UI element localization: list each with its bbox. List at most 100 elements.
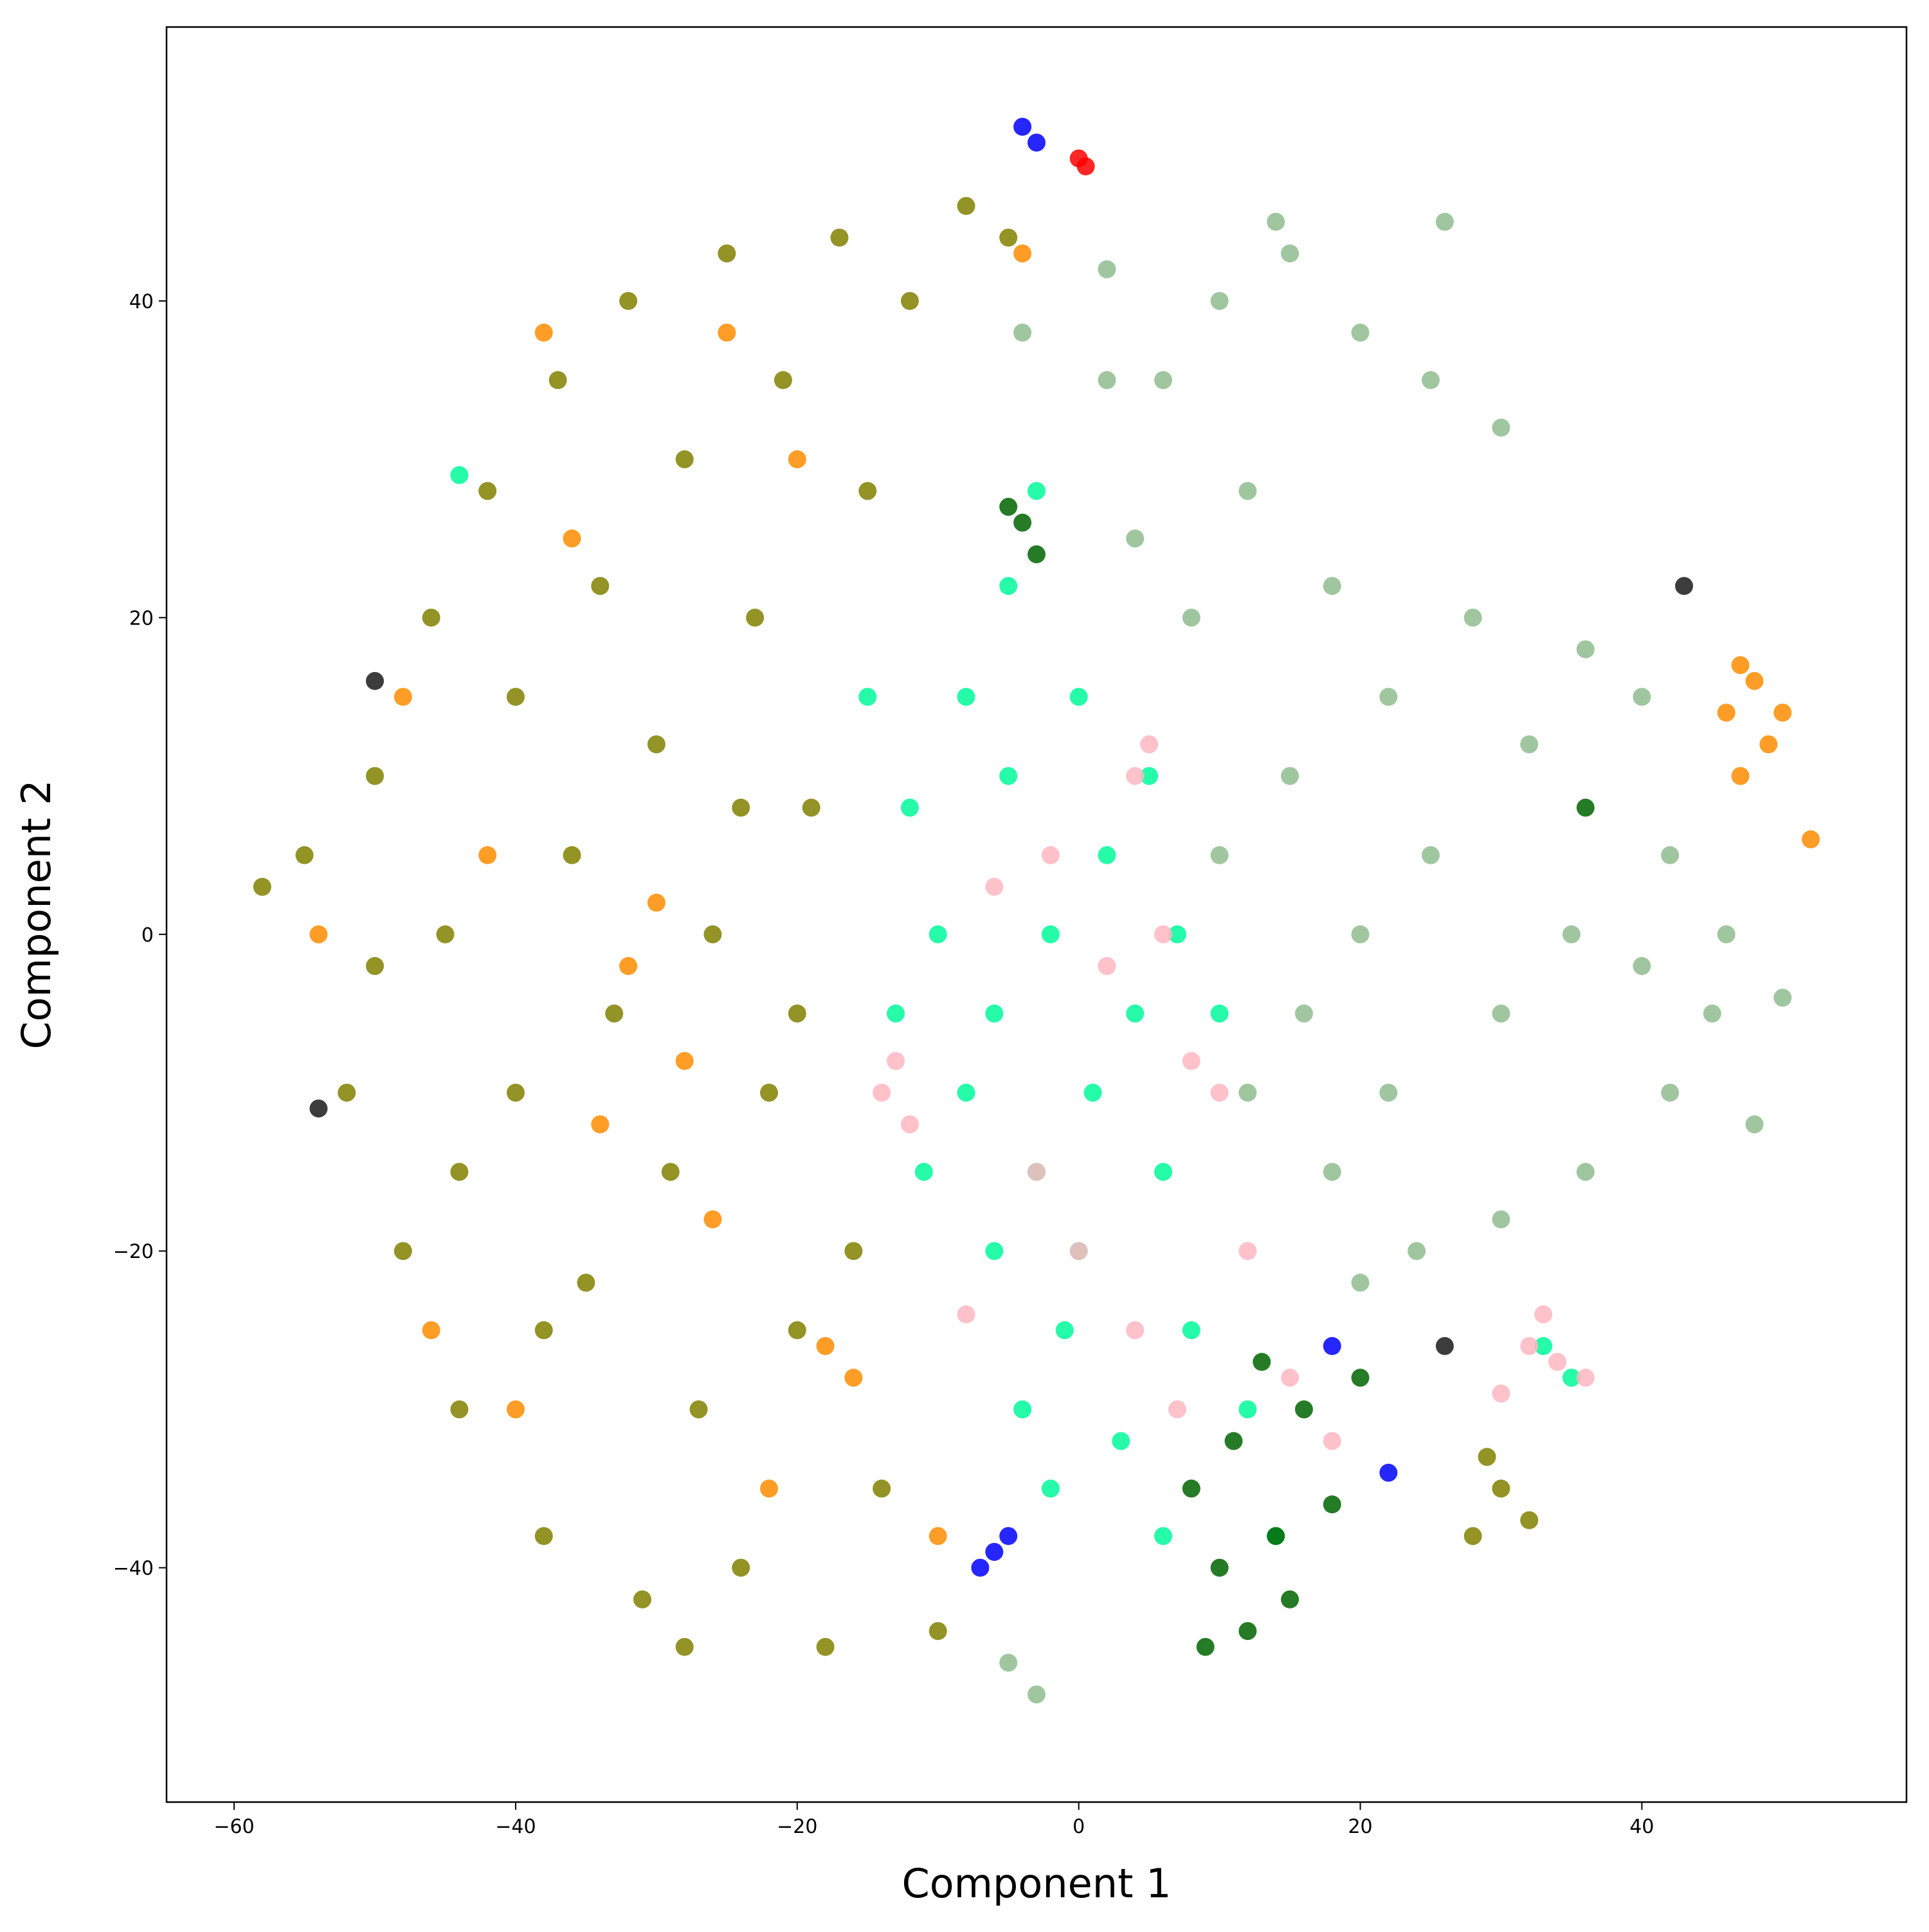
point [1267,1527,1285,1545]
point [675,1052,694,1070]
point [1182,1052,1200,1070]
point [887,1052,905,1070]
point [1576,798,1595,817]
point [577,1273,595,1292]
point [858,688,877,706]
point [1013,324,1032,342]
point [1661,846,1680,864]
point [534,1321,553,1340]
point [1379,688,1398,706]
y-tick-label: −40 [113,1558,154,1580]
point [732,798,750,817]
point [1351,925,1370,943]
point [436,925,455,943]
point [999,577,1018,596]
point [1224,1432,1243,1450]
point [309,925,328,943]
point [1422,846,1440,864]
points [253,118,1820,1704]
point [999,767,1018,785]
point [1196,1637,1215,1656]
point [1028,482,1046,500]
point [985,877,1004,896]
point [1534,1336,1553,1355]
point [1028,133,1046,152]
point [1028,1163,1046,1181]
point [1675,577,1694,596]
point [647,893,666,912]
point [1028,545,1046,563]
point [366,767,385,785]
point [309,1099,328,1118]
point [1238,1083,1257,1102]
point [873,1083,891,1102]
point [1076,157,1095,176]
point [1098,846,1116,864]
point [900,798,919,817]
point [295,846,314,864]
point [563,846,581,864]
point [957,688,975,706]
point [1253,1353,1271,1371]
point [1379,1463,1398,1482]
point [844,1242,863,1261]
y-tick-label: −20 [113,1241,154,1263]
point [1351,1273,1370,1292]
point [971,1558,990,1577]
point [746,608,765,627]
point [1154,1527,1173,1545]
point [1069,1242,1088,1261]
point [999,1654,1018,1672]
point [1028,1685,1046,1704]
point [1323,1336,1341,1355]
point [1731,656,1750,675]
x-tick-label: 20 [1348,1816,1372,1838]
point [985,1242,1004,1261]
point [366,671,385,690]
point [1168,1400,1186,1419]
point [858,482,877,500]
point [1098,260,1116,278]
point [619,291,638,310]
point [591,577,610,596]
x-tick-label: 0 [1073,1816,1085,1838]
point [1238,482,1257,500]
point [1182,1479,1200,1498]
point [1492,1004,1510,1023]
point [534,324,553,342]
point [816,1637,835,1656]
point [1041,1479,1060,1498]
point [900,291,919,310]
point [1773,989,1792,1007]
point [1323,1432,1341,1450]
point [1548,1353,1567,1371]
x-tick-label: −60 [213,1816,254,1838]
point [1154,371,1173,390]
point [1717,704,1735,722]
point [394,1242,412,1261]
point [830,228,849,247]
point [928,925,947,943]
point [1013,244,1032,263]
x-axis-label: Component 1 [901,1860,1171,1907]
point [1182,608,1200,627]
point [1210,846,1229,864]
point [1098,371,1116,390]
point [1069,688,1088,706]
point [1562,925,1580,943]
point [1492,1210,1510,1228]
point [1422,371,1440,390]
point [1633,957,1651,976]
point [689,1400,708,1419]
point [1463,608,1482,627]
point [506,688,525,706]
point [1435,1336,1454,1355]
point [1210,1004,1229,1023]
point [718,324,736,342]
point [985,1542,1004,1561]
point [1140,735,1159,754]
point [591,1115,610,1134]
point [1492,1384,1510,1403]
point [957,1083,975,1102]
point [1661,1083,1680,1102]
